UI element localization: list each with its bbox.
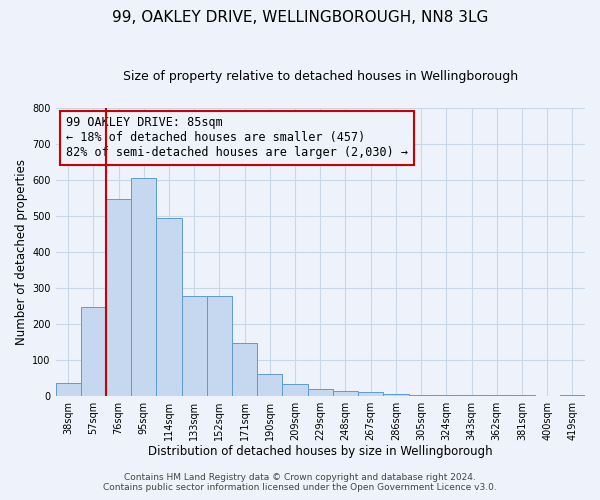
Bar <box>434 395 459 396</box>
Bar <box>232 343 257 396</box>
Bar <box>383 394 409 396</box>
Text: 99 OAKLEY DRIVE: 85sqm
← 18% of detached houses are smaller (457)
82% of semi-de: 99 OAKLEY DRIVE: 85sqm ← 18% of detached… <box>66 116 408 160</box>
Y-axis label: Number of detached properties: Number of detached properties <box>15 159 28 345</box>
Bar <box>157 218 182 396</box>
Bar <box>81 306 106 396</box>
Bar <box>56 384 81 396</box>
Bar <box>283 384 308 396</box>
Bar <box>560 395 585 396</box>
Bar <box>257 374 283 396</box>
Bar <box>106 198 131 396</box>
Text: Contains HM Land Registry data © Crown copyright and database right 2024.
Contai: Contains HM Land Registry data © Crown c… <box>103 473 497 492</box>
X-axis label: Distribution of detached houses by size in Wellingborough: Distribution of detached houses by size … <box>148 444 493 458</box>
Text: 99, OAKLEY DRIVE, WELLINGBOROUGH, NN8 3LG: 99, OAKLEY DRIVE, WELLINGBOROUGH, NN8 3L… <box>112 10 488 25</box>
Bar <box>459 395 484 396</box>
Bar <box>409 394 434 396</box>
Bar <box>358 392 383 396</box>
Title: Size of property relative to detached houses in Wellingborough: Size of property relative to detached ho… <box>123 70 518 83</box>
Bar <box>182 296 207 396</box>
Bar <box>207 296 232 396</box>
Bar <box>131 178 157 396</box>
Bar <box>333 392 358 396</box>
Bar <box>308 389 333 396</box>
